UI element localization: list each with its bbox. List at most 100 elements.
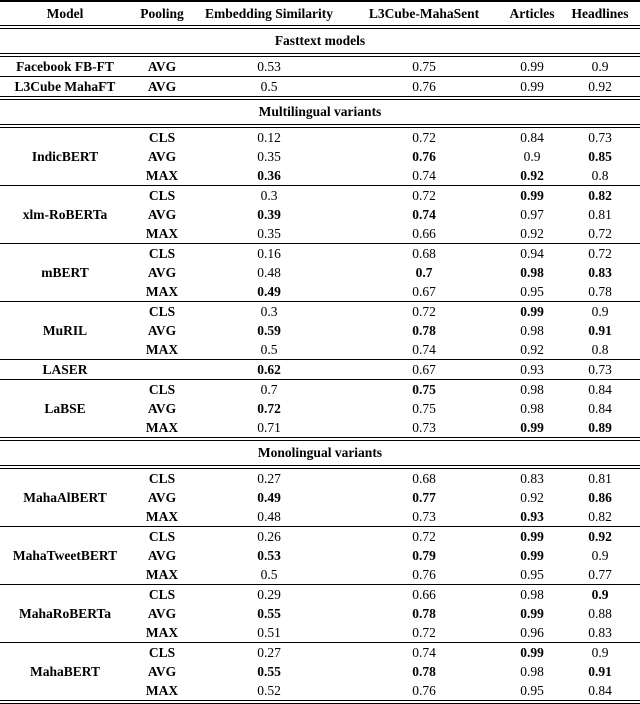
value-cell: 0.92 [520,168,544,183]
model-name-cell: MahaTweetBERT [0,526,130,585]
pooling-cell: AVG [130,54,194,77]
model-name-cell: LASER [0,359,130,380]
value-cell: 0.9 [560,584,640,604]
column-header-articles: Articles [504,1,560,29]
table-row: MahaAlBERT CLS 0.27 0.68 0.83 0.81 [0,466,640,527]
value-cell: 0.26 [194,526,344,546]
table-row: MAX 0.51 0.72 0.96 0.83 [0,623,640,643]
pooling-cell: CLS [130,125,194,147]
value-cell: 0.68 [344,466,504,488]
value-cell: 0.94 [504,243,560,263]
value-cell: 0.85 [588,149,612,164]
value-cell: 0.72 [412,625,436,640]
table-row: AVG 0.55 0.78 0.98 0.91 [0,662,640,681]
table-row: xlm-RoBERTa CLS 0.3 0.72 0.99 0.82 [0,185,640,244]
value-cell: 0.98 [520,401,544,416]
value-cell: 0.67 [344,359,504,380]
section-title: Monolingual variants [0,437,640,469]
table-row: MAX 0.35 0.66 0.92 0.72 [0,224,640,244]
value-cell: 0.9 [560,642,640,662]
value-cell: 0.92 [520,226,544,241]
value-cell: 0.92 [520,342,544,357]
value-cell: 0.55 [257,606,281,621]
value-cell: 0.81 [588,207,612,222]
value-cell: 0.78 [588,284,612,299]
value-cell: 0.99 [520,548,544,563]
section-title: Multilingual variants [0,96,640,128]
value-cell: 0.73 [560,359,640,380]
pooling-cell: AVG [147,548,177,563]
pooling-cell: MAX [145,625,179,640]
value-cell: 0.74 [412,342,436,357]
table-row: Facebook FB-FT AVG 0.53 0.75 0.99 0.9 [0,54,640,77]
value-cell: 0.97 [520,207,544,222]
value-cell: 0.8 [591,168,609,183]
value-cell: 0.98 [504,379,560,399]
column-header-headlines: Headlines [560,1,640,29]
table-row: LaBSE CLS 0.7 0.75 0.98 0.84 [0,379,640,439]
value-cell: 0.29 [194,584,344,604]
pooling-cell: CLS [130,301,194,321]
pooling-cell: MAX [145,168,179,183]
pooling-cell: AVG [147,606,177,621]
value-cell: 0.82 [560,185,640,205]
pooling-cell: CLS [130,584,194,604]
value-cell: 0.72 [344,301,504,321]
table-body: Fasttext models Facebook FB-FT AVG 0.53 0.75… [0,25,640,702]
value-cell: 0.93 [504,359,560,380]
value-cell: 0.74 [344,642,504,662]
pooling-cell: CLS [130,243,194,263]
value-cell: 0.92 [560,526,640,546]
value-cell: 0.27 [194,466,344,488]
table-row: AVG 0.49 0.77 0.92 0.86 [0,488,640,507]
value-cell: 0.98 [504,584,560,604]
value-cell: 0.35 [257,226,281,241]
value-cell: 0.52 [257,683,281,698]
model-name-cell: MuRIL [0,301,130,360]
value-cell: 0.81 [560,466,640,488]
value-cell: 0.74 [412,168,436,183]
value-cell: 0.84 [560,379,640,399]
value-cell: 0.76 [412,149,436,164]
value-cell: 0.9 [591,548,609,563]
value-cell: 0.78 [412,606,436,621]
pooling-cell: AVG [147,323,177,338]
value-cell: 0.75 [344,379,504,399]
value-cell: 0.86 [588,490,612,505]
table-row: MAX 0.5 0.74 0.92 0.8 [0,340,640,360]
table-row: MAX 0.48 0.73 0.93 0.82 [0,507,640,527]
table-row: MuRIL CLS 0.3 0.72 0.99 0.9 [0,301,640,360]
value-cell: 0.76 [412,567,436,582]
table-row: MahaTweetBERT CLS 0.26 0.72 0.99 0.92 [0,526,640,585]
pooling-cell [130,359,194,380]
value-cell: 0.49 [257,490,281,505]
table-row: L3Cube MahaFT AVG 0.5 0.76 0.99 0.92 [0,76,640,98]
pooling-cell: MAX [145,567,179,582]
table-row: AVG 0.55 0.78 0.99 0.88 [0,604,640,623]
value-cell: 0.67 [412,284,436,299]
value-cell: 0.5 [260,567,278,582]
value-cell: 0.48 [257,265,281,280]
value-cell: 0.76 [344,76,504,98]
model-name-cell: LaBSE [0,379,130,439]
table-row: AVG 0.53 0.79 0.99 0.9 [0,546,640,565]
pooling-cell: AVG [147,207,177,222]
value-cell: 0.53 [194,54,344,77]
value-cell: 0.66 [344,584,504,604]
value-cell: 0.62 [194,359,344,380]
table-row: AVG 0.59 0.78 0.98 0.91 [0,321,640,340]
value-cell: 0.9 [560,301,640,321]
value-cell: 0.48 [257,509,281,524]
value-cell: 0.5 [260,342,278,357]
value-cell: 0.78 [412,323,436,338]
value-cell: 0.84 [588,401,612,416]
value-cell: 0.99 [520,606,544,621]
value-cell: 0.82 [588,509,612,524]
value-cell: 0.73 [560,125,640,147]
pooling-cell: CLS [130,185,194,205]
column-header-embedding-similarity: Embedding Similarity [194,1,344,29]
pooling-cell: AVG [147,401,177,416]
pooling-cell: AVG [147,490,177,505]
value-cell: 0.36 [257,168,281,183]
